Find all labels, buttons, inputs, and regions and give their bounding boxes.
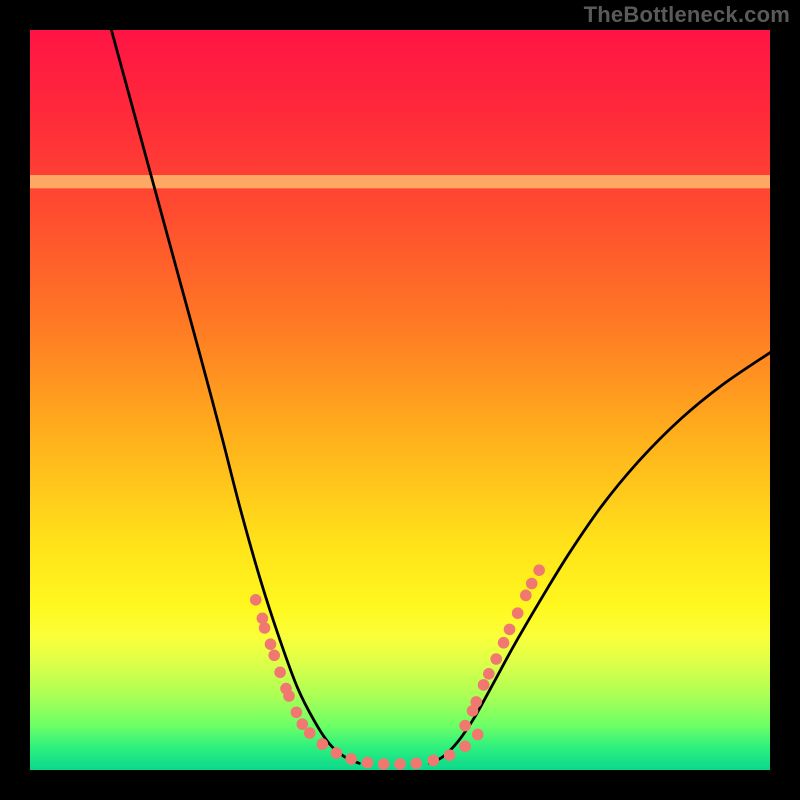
plot-area bbox=[30, 30, 770, 770]
pale-band bbox=[30, 175, 770, 188]
plot-svg bbox=[30, 30, 770, 770]
watermark-text: TheBottleneck.com bbox=[584, 2, 790, 28]
chart-root: TheBottleneck.com bbox=[0, 0, 800, 800]
